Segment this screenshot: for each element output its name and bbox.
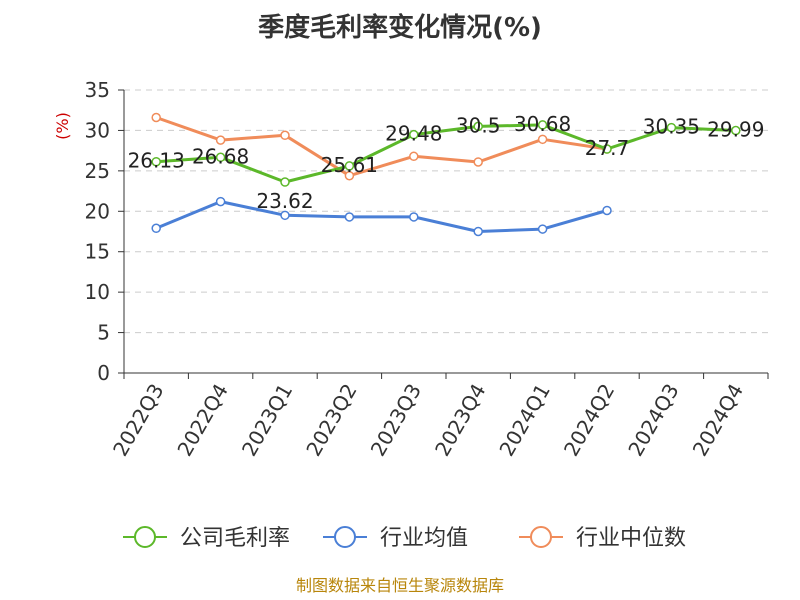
data-point (344, 170, 355, 181)
x-tick-label: 2023Q2 (301, 380, 361, 461)
data-point (409, 129, 419, 140)
data-label: 23.62 (256, 189, 313, 213)
x-tick-label: 2023Q3 (366, 380, 426, 461)
data-point (215, 152, 226, 163)
x-tick-label: 2024Q3 (623, 380, 683, 461)
data-label: 26.13 (128, 149, 185, 173)
legend-label: 行业均值 (380, 526, 468, 551)
series-line (155, 116, 608, 178)
data-point (151, 112, 161, 123)
data-point (666, 122, 677, 133)
data-label: 30.68 (514, 112, 571, 136)
data-label: 30.35 (643, 115, 700, 139)
data-point (280, 210, 290, 221)
source-note: 制图数据来自恒生聚源数据库 (296, 576, 504, 595)
y-tick-label: 25 (85, 159, 110, 183)
x-tick-label: 2024Q4 (688, 380, 748, 461)
data-point (473, 121, 483, 132)
y-tick-label: 5 (97, 321, 110, 345)
data-label: 30.5 (456, 113, 501, 137)
data-point (537, 224, 548, 234)
series-line (156, 123, 736, 184)
data-label: 29.99 (707, 118, 764, 142)
data-point (344, 212, 355, 222)
data-point (280, 130, 290, 141)
data-point (537, 134, 548, 145)
series-line (155, 200, 608, 233)
data-point (409, 212, 419, 222)
data-point (602, 144, 612, 154)
data-point (537, 120, 548, 130)
y-tick-label: 30 (85, 118, 110, 142)
data-point (280, 177, 290, 187)
data-label: 25.61 (321, 153, 378, 177)
legend-label: 公司毛利率 (180, 526, 290, 551)
data-point (151, 156, 161, 167)
y-tick-label: 0 (97, 361, 110, 385)
x-tick-label: 2024Q1 (494, 380, 554, 461)
chart-title: 季度毛利率变化情况(%) (258, 12, 542, 43)
x-tick-label: 2022Q4 (172, 380, 232, 461)
data-point (151, 223, 161, 234)
x-tick-label: 2022Q3 (108, 380, 168, 461)
legend: 公司毛利率 行业均值 行业中位数 (123, 526, 686, 551)
data-point (215, 196, 226, 207)
data-point (473, 157, 483, 167)
legend-label: 行业中位数 (576, 526, 686, 551)
y-tick-label: 20 (85, 199, 110, 223)
data-point (602, 205, 612, 216)
data-label: 26.68 (192, 144, 249, 168)
y-axis-label: (%) (53, 112, 72, 140)
data-labels: 26.13 26.68 23.62 25.61 29.48 30.5 30.68 27.7 30… (128, 112, 765, 213)
data-label: 27.7 (585, 136, 630, 160)
legend-marker (334, 526, 356, 548)
legend-marker (134, 526, 156, 548)
data-point (473, 226, 483, 237)
y-tick-label: 10 (85, 280, 110, 304)
x-tick-label: 2024Q2 (559, 380, 619, 461)
legend-marker (530, 526, 552, 548)
x-tick-label: 2023Q4 (430, 380, 490, 461)
data-point (731, 125, 741, 136)
data-point (344, 161, 355, 171)
x-tick-label: 2023Q1 (237, 380, 297, 461)
data-point (215, 135, 226, 145)
series-layer (151, 112, 741, 237)
data-point (409, 151, 419, 162)
y-tick-label: 15 (85, 240, 110, 264)
y-tick-label: 35 (85, 78, 110, 102)
data-label: 29.48 (385, 122, 442, 146)
